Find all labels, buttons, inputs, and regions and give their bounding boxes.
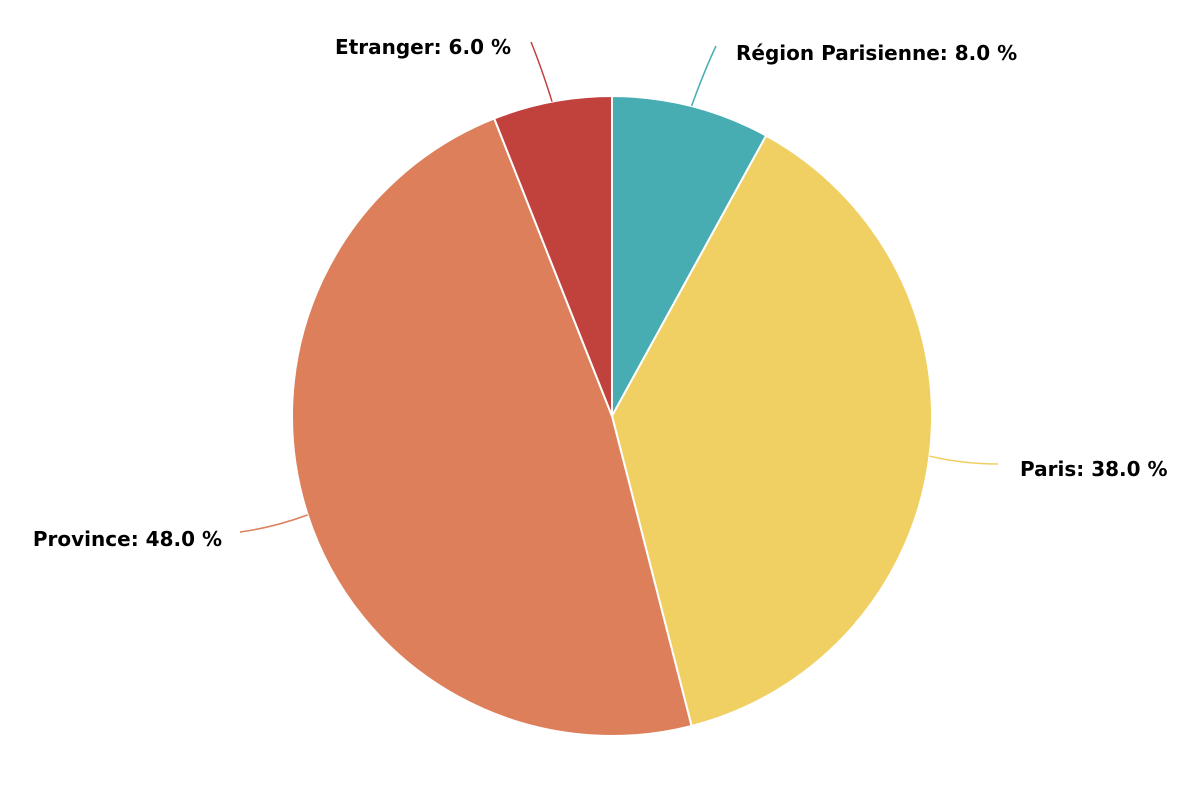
connector-etranger bbox=[530, 41, 553, 102]
data-label-paris: Paris: 38.0 % bbox=[1020, 457, 1168, 481]
data-label-region-parisienne: Région Parisienne: 8.0 % bbox=[736, 41, 1017, 65]
connector-region-parisienne bbox=[690, 45, 717, 107]
connectors-layer bbox=[239, 41, 999, 533]
labels-layer: Région Parisienne: 8.0 % Paris: 38.0 % Pro… bbox=[33, 35, 1168, 551]
pie-slice-region-parisienne[interactable] bbox=[611, 94, 768, 417]
pie-slice-province[interactable] bbox=[291, 117, 693, 737]
connector-paris bbox=[929, 455, 999, 465]
data-label-etranger: Etranger: 6.0 % bbox=[335, 35, 511, 59]
connector-province bbox=[239, 514, 308, 533]
slices-layer bbox=[291, 94, 933, 737]
data-label-province: Province: 48.0 % bbox=[33, 527, 222, 551]
pie-slice-etranger[interactable] bbox=[492, 94, 613, 417]
